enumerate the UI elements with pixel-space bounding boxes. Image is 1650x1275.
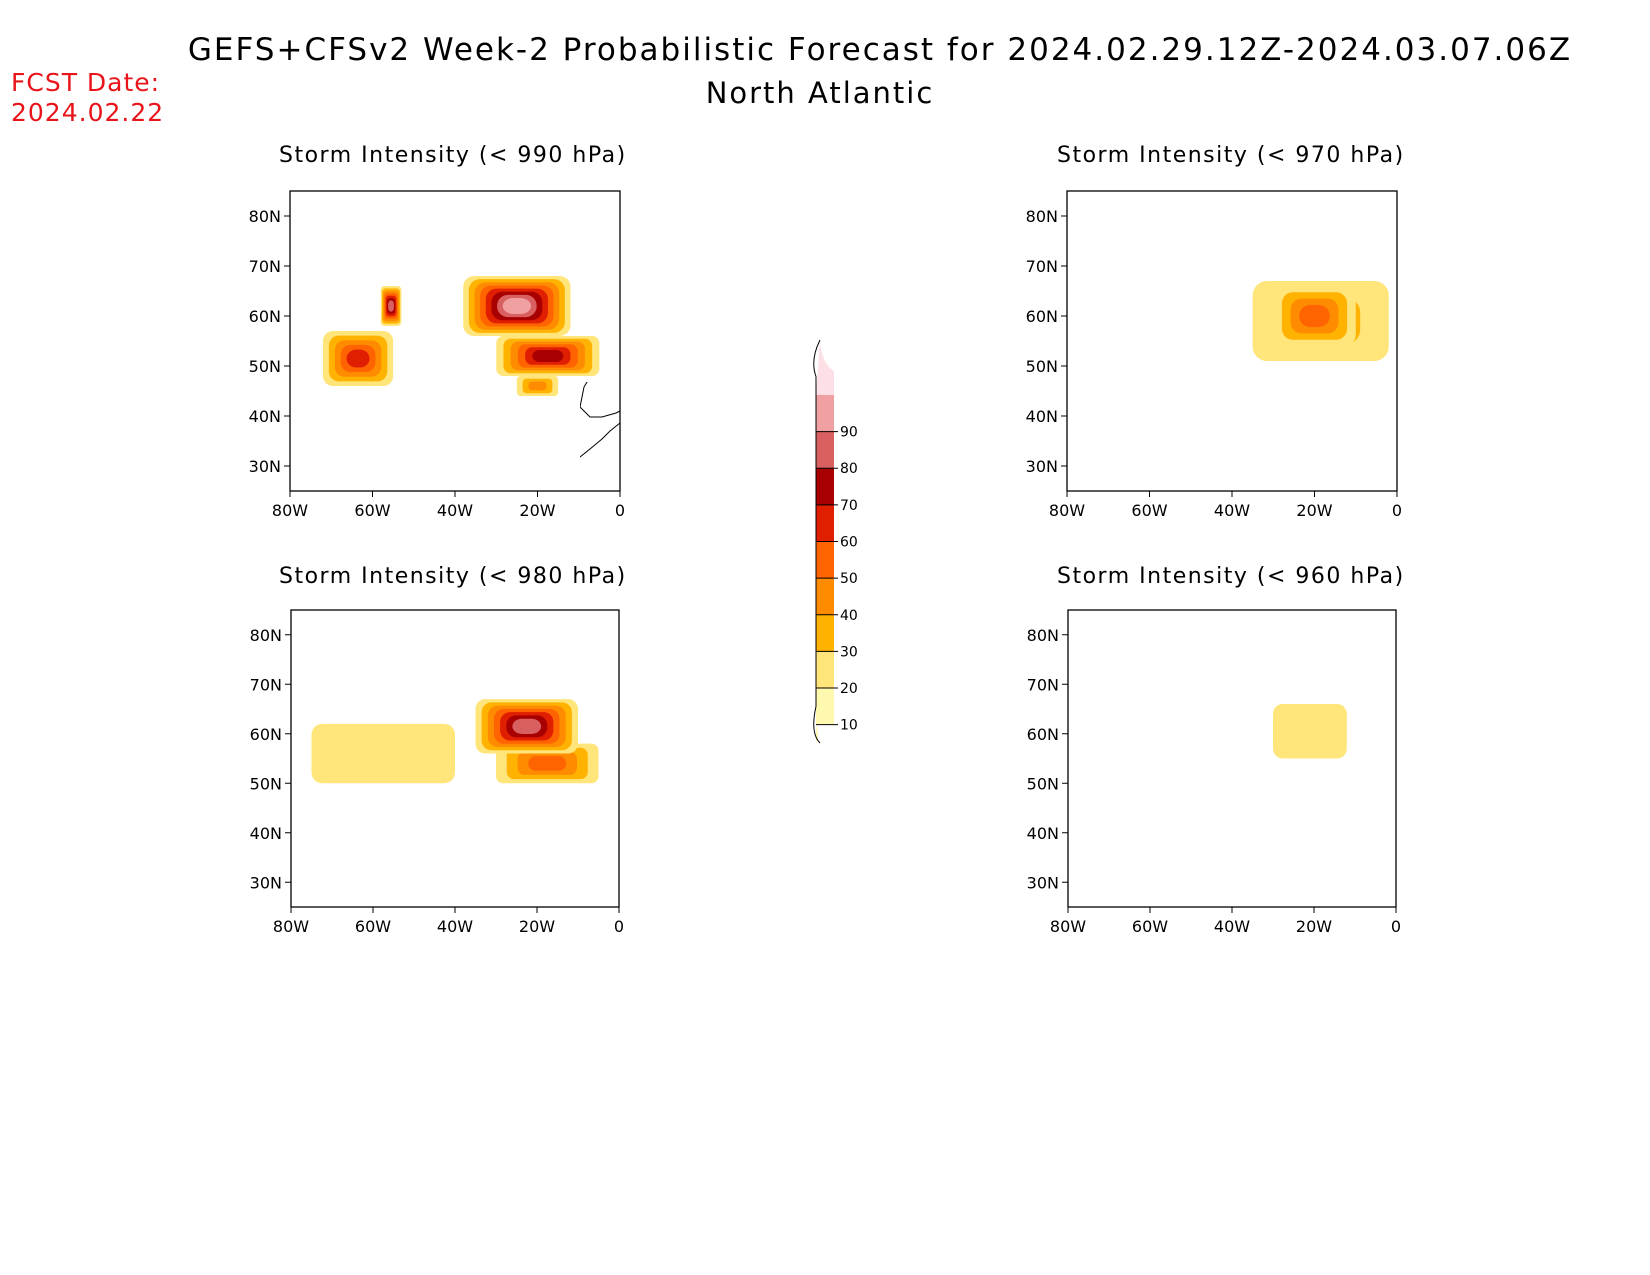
lat-tick-label: 60N bbox=[250, 725, 282, 744]
map-panel: 80N 70N 60N 50N 40N 30N 80W 60W 40W 20W 0 bbox=[250, 609, 624, 936]
colorbar-level-label: 40 bbox=[840, 608, 858, 624]
lat-tick-label: 80N bbox=[249, 207, 281, 226]
colorbar-level-label: 10 bbox=[840, 718, 858, 734]
region-subtitle: North Atlantic bbox=[705, 76, 935, 110]
lon-tick-label: 20W bbox=[519, 501, 555, 520]
lat-tick-label: 30N bbox=[1026, 457, 1058, 476]
probability-region bbox=[311, 723, 455, 784]
probability-region bbox=[388, 300, 394, 312]
lat-tick-label: 80N bbox=[1027, 626, 1059, 645]
lon-tick-label: 40W bbox=[1214, 501, 1250, 520]
lon-tick-label: 0 bbox=[614, 917, 624, 936]
lon-tick-label: 80W bbox=[1049, 501, 1085, 520]
lat-tick-label: 40N bbox=[250, 824, 282, 843]
lat-tick-label: 70N bbox=[250, 675, 282, 694]
coastline bbox=[1068, 624, 1396, 897]
lat-tick-label: 80N bbox=[1026, 207, 1058, 226]
colorbar-bin bbox=[816, 541, 834, 579]
colorbar-level-label: 30 bbox=[840, 644, 858, 660]
panel-title-960: Storm Intensity (< 960 hPa) bbox=[1057, 564, 1405, 589]
lon-tick-label: 20W bbox=[1296, 917, 1332, 936]
panel-title-970: Storm Intensity (< 970 hPa) bbox=[1057, 143, 1405, 168]
panel-title-980: Storm Intensity (< 980 hPa) bbox=[279, 564, 627, 589]
probability-region bbox=[532, 350, 564, 362]
fcst-date-value: 2024.02.22 bbox=[11, 98, 165, 127]
lon-tick-label: 60W bbox=[1132, 917, 1168, 936]
lat-tick-label: 50N bbox=[1026, 357, 1058, 376]
lon-tick-label: 40W bbox=[437, 917, 473, 936]
colorbar-bin bbox=[816, 468, 834, 505]
lon-tick-label: 0 bbox=[1392, 501, 1402, 520]
lon-tick-label: 0 bbox=[1391, 917, 1401, 936]
lon-tick-label: 80W bbox=[273, 917, 309, 936]
lon-tick-label: 80W bbox=[272, 501, 308, 520]
probability-region bbox=[346, 349, 370, 368]
colorbar-level-label: 50 bbox=[840, 571, 858, 587]
map-panel: 80N 70N 60N 50N 40N 30N 80W 60W 40W 20W 0 bbox=[249, 190, 625, 520]
colorbar-bin bbox=[816, 504, 834, 542]
probability-region bbox=[1299, 304, 1330, 328]
lon-tick-label: 20W bbox=[519, 917, 555, 936]
lat-tick-label: 70N bbox=[249, 257, 281, 276]
lat-tick-label: 40N bbox=[1027, 824, 1059, 843]
lon-tick-label: 60W bbox=[1131, 501, 1167, 520]
lon-tick-label: 40W bbox=[1214, 917, 1250, 936]
colorbar-level-label: 70 bbox=[840, 498, 858, 514]
colorbar-bin bbox=[816, 340, 834, 395]
lon-tick-label: 60W bbox=[355, 917, 391, 936]
colorbar: 10 20 30 40 50 60 70 80 90 bbox=[813, 339, 858, 744]
lon-tick-label: 20W bbox=[1296, 501, 1332, 520]
lat-tick-label: 50N bbox=[250, 774, 282, 793]
lat-tick-label: 80N bbox=[250, 626, 282, 645]
colorbar-level-label: 60 bbox=[840, 535, 858, 551]
colorbar-bin bbox=[816, 431, 834, 469]
colorbar-bin bbox=[816, 578, 834, 615]
lon-tick-label: 0 bbox=[615, 501, 625, 520]
probability-region bbox=[502, 298, 532, 314]
lat-tick-label: 50N bbox=[249, 357, 281, 376]
lat-tick-label: 40N bbox=[1026, 407, 1058, 426]
lon-tick-label: 40W bbox=[437, 501, 473, 520]
page-title: GEFS+CFSv2 Week-2 Probabilistic Forecast… bbox=[187, 32, 1573, 68]
colorbar-bin bbox=[816, 394, 834, 432]
lat-tick-label: 60N bbox=[1027, 725, 1059, 744]
lon-tick-label: 60W bbox=[354, 501, 390, 520]
colorbar-bin bbox=[816, 688, 834, 725]
lat-tick-label: 30N bbox=[1027, 873, 1059, 892]
lat-tick-label: 70N bbox=[1026, 257, 1058, 276]
map-panel: 80N 70N 60N 50N 40N 30N 80W 60W 40W 20W 0 bbox=[1026, 190, 1402, 520]
colorbar-bin bbox=[816, 614, 834, 652]
lat-tick-label: 60N bbox=[1026, 307, 1058, 326]
colorbar-level-label: 90 bbox=[840, 425, 858, 441]
lat-tick-label: 30N bbox=[250, 873, 282, 892]
lat-tick-label: 50N bbox=[1027, 774, 1059, 793]
fcst-date-label: FCST Date: bbox=[11, 68, 161, 97]
colorbar-bin bbox=[816, 651, 834, 689]
colorbar-level-label: 80 bbox=[840, 461, 858, 477]
lon-tick-label: 80W bbox=[1050, 917, 1086, 936]
lat-tick-label: 30N bbox=[249, 457, 281, 476]
panel-title-990: Storm Intensity (< 990 hPa) bbox=[279, 143, 627, 168]
lat-tick-label: 40N bbox=[249, 407, 281, 426]
probability-region bbox=[528, 381, 547, 391]
colorbar-level-label: 20 bbox=[840, 681, 858, 697]
map-frame bbox=[1067, 609, 1397, 908]
probability-region bbox=[1273, 704, 1347, 759]
map-panel: 80N 70N 60N 50N 40N 30N 80W 60W 40W 20W 0 bbox=[1027, 609, 1401, 936]
probability-region bbox=[528, 756, 567, 771]
probability-region bbox=[512, 718, 542, 734]
lat-tick-label: 70N bbox=[1027, 675, 1059, 694]
lat-tick-label: 60N bbox=[249, 307, 281, 326]
